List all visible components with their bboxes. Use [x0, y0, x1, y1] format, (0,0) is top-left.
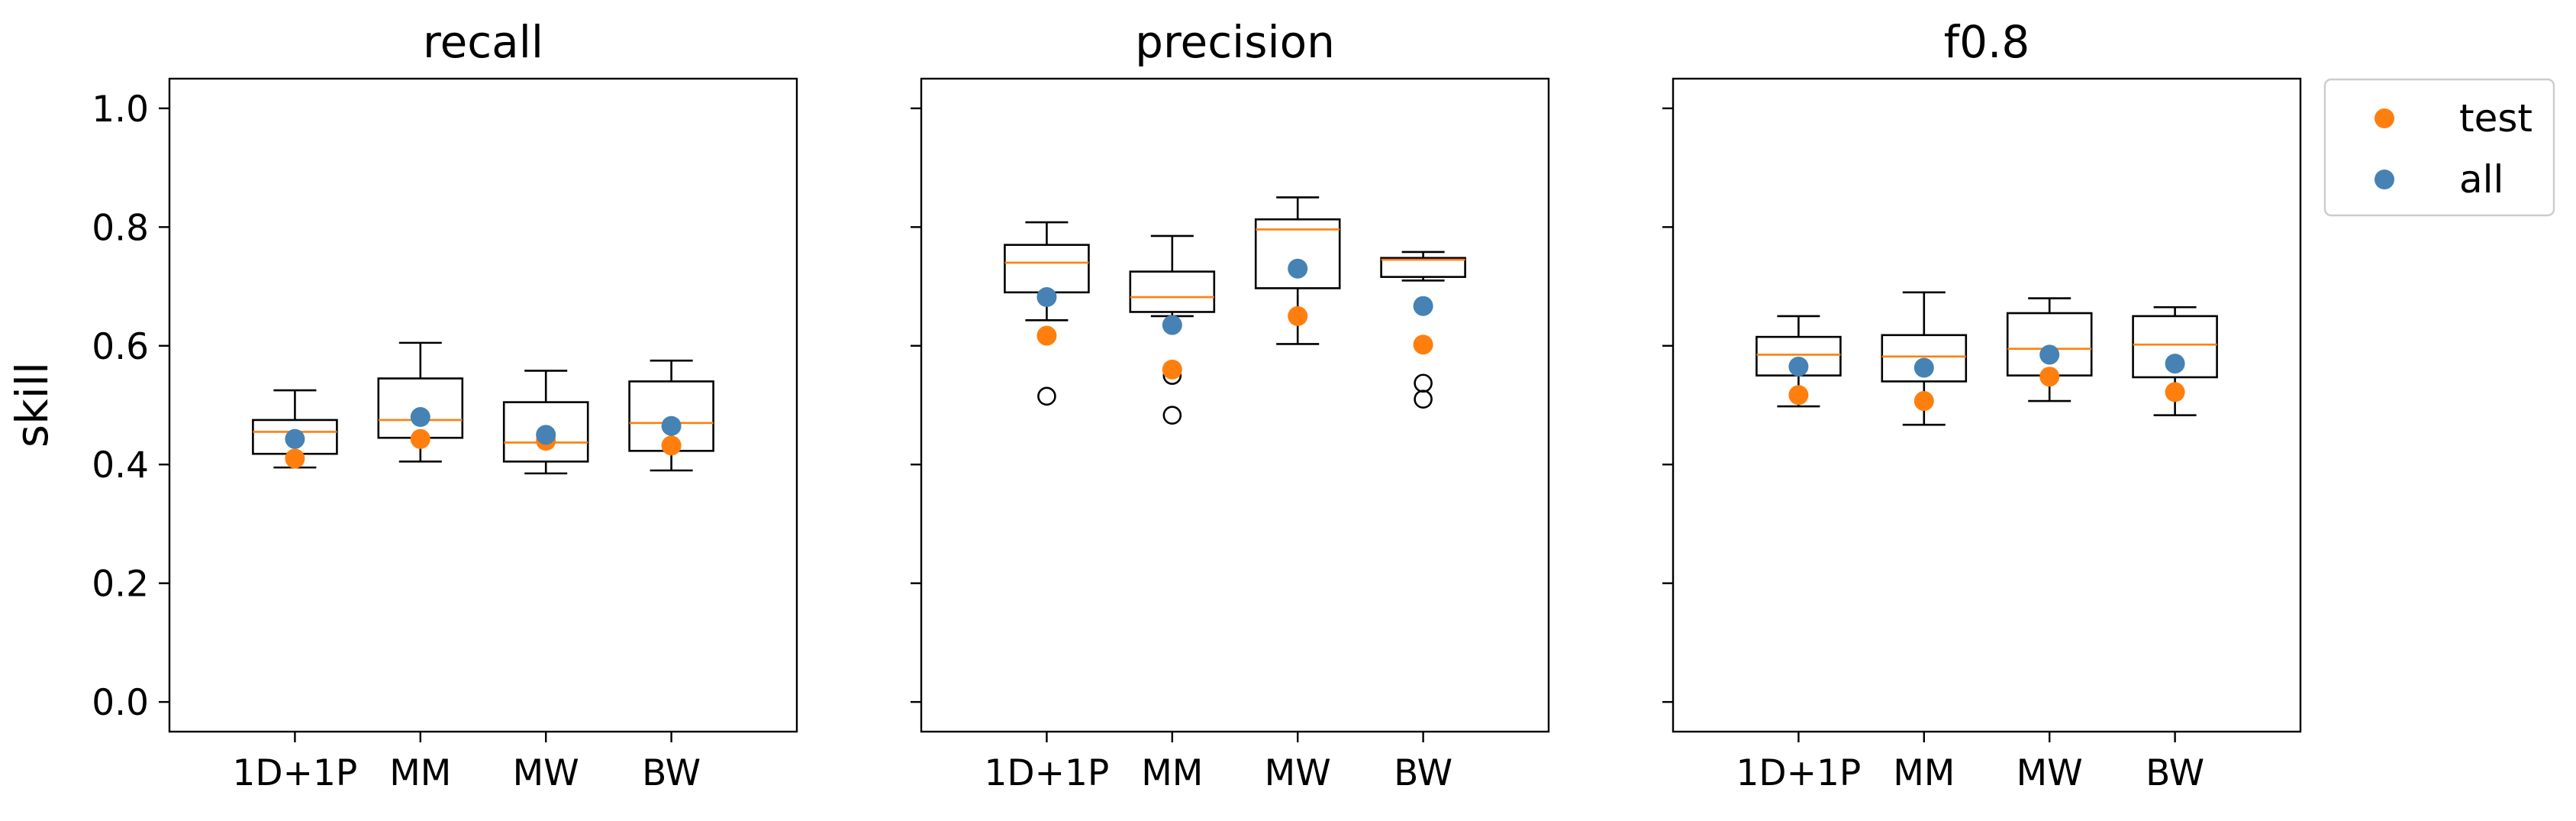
xtick-label: 1D+1P [233, 752, 358, 794]
all-point [1788, 356, 1809, 377]
box [1881, 334, 1968, 383]
test-point [1413, 335, 1433, 355]
box [1129, 270, 1216, 313]
ytick-label: 0.4 [92, 444, 149, 486]
xtick-label: 1D+1P [985, 752, 1110, 794]
test-point [2039, 367, 2060, 387]
test-point [410, 428, 430, 449]
panel-2-title: f0.8 [1944, 16, 2030, 68]
all-point [2165, 354, 2185, 374]
all-point [661, 415, 682, 436]
legend-label: all [2459, 157, 2503, 202]
panel-1-axes [920, 77, 1550, 733]
test-point [1788, 385, 1809, 406]
test-point [1288, 305, 1308, 326]
legend-label: test [2459, 96, 2532, 141]
xtick-label: BW [1394, 752, 1452, 794]
legend-marker-all [2374, 170, 2394, 189]
test-point [1037, 325, 1057, 346]
test-point [1913, 391, 1934, 412]
all-point [410, 407, 430, 428]
xtick-label: BW [642, 752, 701, 794]
all-point [1288, 258, 1308, 279]
xtick-label: MM [1893, 752, 1955, 794]
xtick-label: MW [2017, 752, 2083, 794]
all-point [1162, 315, 1182, 335]
all-point [1037, 287, 1057, 308]
xtick-label: BW [2146, 752, 2204, 794]
box [1254, 218, 1341, 289]
box [1004, 244, 1090, 294]
panel-1-title: precision [1135, 16, 1335, 68]
test-point [285, 448, 305, 469]
outlier-point [1037, 386, 1056, 406]
all-point [2039, 344, 2060, 365]
ytick-label: 0.0 [92, 682, 149, 724]
box [2132, 315, 2218, 379]
panel-0-title: recall [423, 16, 543, 68]
panel-0-axes [168, 77, 798, 733]
panel-2-axes [1672, 77, 2302, 733]
test-point [661, 435, 682, 456]
all-point [1413, 296, 1433, 316]
box [502, 401, 589, 463]
y-axis-label: skill [6, 362, 58, 448]
test-point [1162, 359, 1182, 380]
all-point [285, 428, 305, 449]
ytick-label: 0.6 [92, 326, 149, 368]
all-point [1913, 357, 1934, 378]
xtick-label: MW [1265, 752, 1331, 794]
ytick-label: 0.8 [92, 207, 149, 249]
xtick-label: MM [389, 752, 451, 794]
xtick-label: 1D+1P [1736, 752, 1862, 794]
box [2006, 312, 2093, 377]
xtick-label: MM [1141, 752, 1203, 794]
legend-marker-test [2374, 108, 2394, 128]
outlier-point [1414, 373, 1433, 393]
outlier-point [1162, 406, 1182, 425]
xtick-label: MW [513, 752, 579, 794]
outlier-point [1414, 389, 1433, 409]
box [1380, 257, 1466, 278]
test-point [2165, 382, 2185, 402]
ytick-label: 0.2 [92, 564, 149, 606]
all-point [536, 425, 556, 445]
ytick-label: 1.0 [92, 89, 149, 131]
